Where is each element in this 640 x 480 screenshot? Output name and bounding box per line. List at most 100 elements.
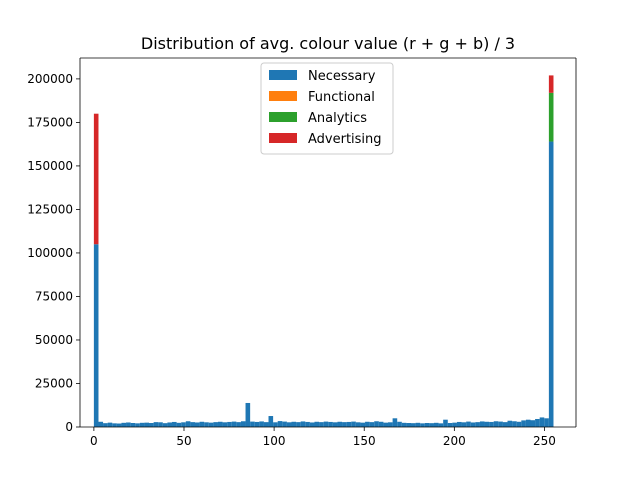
bar-necessary-bin-66 (397, 422, 402, 427)
bar-necessary-bin-96 (535, 419, 540, 427)
legend-label-functional: Functional (308, 90, 375, 105)
bar-necessary-bin-65 (393, 418, 398, 427)
bar-necessary-bin-43 (292, 422, 297, 427)
legend-swatch-functional (269, 91, 297, 101)
bar-necessary-bin-21 (190, 422, 195, 427)
bar-necessary-bin-1 (98, 422, 103, 427)
bar-necessary-bin-8 (131, 423, 136, 427)
bar-necessary-bin-50 (324, 422, 329, 427)
bar-necessary-bin-51 (328, 422, 333, 427)
bar-necessary-bin-48 (314, 422, 319, 427)
bar-necessary-bin-46 (305, 422, 310, 427)
bar-necessary-bin-45 (301, 421, 306, 427)
bar-necessary-bin-15 (163, 423, 168, 427)
bar-necessary-bin-75 (439, 423, 444, 427)
bar-necessary-bin-97 (540, 417, 545, 427)
bar-necessary-bin-7 (126, 422, 131, 427)
bar-necessary-bin-34 (250, 422, 255, 427)
bar-necessary-bin-99 (549, 142, 554, 427)
bar-necessary-bin-32 (241, 421, 246, 427)
bar-necessary-bin-67 (402, 423, 407, 427)
bar-necessary-bin-26 (213, 422, 218, 427)
legend-swatch-advertising (269, 133, 297, 143)
bar-necessary-bin-83 (475, 422, 480, 427)
y-tick-label: 125000 (27, 202, 73, 216)
bar-necessary-bin-81 (466, 422, 471, 427)
x-tick-label: 250 (533, 434, 556, 448)
x-tick-label: 100 (263, 434, 286, 448)
bar-necessary-bin-79 (457, 422, 462, 427)
y-tick-label: 0 (65, 420, 73, 434)
bar-necessary-bin-49 (319, 422, 324, 427)
bar-necessary-bin-24 (204, 422, 209, 427)
bar-necessary-bin-40 (278, 421, 283, 427)
bar-necessary-bin-78 (452, 423, 457, 427)
bar-necessary-bin-57 (356, 422, 361, 427)
bar-necessary-bin-18 (177, 423, 182, 427)
bar-necessary-bin-20 (186, 421, 191, 427)
bar-necessary-bin-25 (209, 423, 214, 427)
bar-necessary-bin-9 (135, 423, 140, 427)
x-tick-label: 150 (353, 434, 376, 448)
bar-necessary-bin-36 (259, 421, 264, 427)
bar-necessary-bin-13 (154, 422, 159, 427)
bar-necessary-bin-89 (503, 422, 508, 427)
legend-label-necessary: Necessary (308, 69, 376, 84)
bar-necessary-bin-42 (287, 422, 292, 427)
bar-necessary-bin-39 (273, 422, 278, 427)
bar-necessary-bin-55 (347, 422, 352, 427)
bar-necessary-bin-6 (121, 423, 126, 427)
legend-swatch-analytics (269, 112, 297, 122)
bar-necessary-bin-10 (140, 423, 145, 427)
y-tick-label: 75000 (35, 289, 73, 303)
bar-necessary-bin-70 (416, 423, 421, 427)
bar-necessary-bin-73 (429, 423, 434, 427)
bar-necessary-bin-88 (498, 422, 503, 427)
bar-necessary-bin-85 (485, 422, 490, 427)
bar-necessary-bin-90 (508, 421, 513, 427)
bar-necessary-bin-41 (282, 422, 287, 427)
y-tick-label: 50000 (35, 333, 73, 347)
chart-title: Distribution of avg. colour value (r + g… (141, 34, 515, 53)
bar-necessary-bin-37 (264, 422, 269, 427)
y-tick-label: 175000 (27, 115, 73, 129)
bar-necessary-bin-87 (494, 421, 499, 427)
bar-necessary-bin-76 (443, 420, 448, 427)
bar-necessary-bin-38 (269, 416, 274, 427)
bar-necessary-bin-29 (227, 422, 232, 427)
bar-necessary-bin-63 (383, 423, 388, 427)
bar-necessary-bin-4 (112, 423, 117, 427)
bar-necessary-bin-91 (512, 421, 517, 427)
y-tick-label: 200000 (27, 72, 73, 86)
bar-necessary-bin-71 (420, 423, 425, 427)
bar-necessary-bin-98 (544, 418, 549, 427)
bar-necessary-bin-54 (342, 422, 347, 427)
y-tick-label: 150000 (27, 159, 73, 173)
bar-necessary-bin-80 (462, 422, 467, 427)
bar-necessary-bin-92 (517, 422, 522, 427)
bar-advertising-bin-99 (549, 75, 554, 92)
bar-necessary-bin-61 (374, 421, 379, 427)
bar-necessary-bin-60 (370, 422, 375, 427)
legend-label-analytics: Analytics (308, 111, 367, 126)
bar-necessary-bin-86 (489, 422, 494, 427)
bar-necessary-bin-22 (195, 422, 200, 427)
bar-necessary-bin-3 (108, 423, 113, 427)
bar-necessary-bin-93 (521, 420, 526, 427)
bar-analytics-bin-99 (549, 93, 554, 142)
bar-necessary-bin-94 (526, 420, 531, 427)
bar-necessary-bin-31 (236, 422, 241, 427)
bar-necessary-bin-95 (530, 420, 535, 427)
bar-necessary-bin-33 (246, 403, 251, 427)
bar-necessary-bin-23 (200, 422, 205, 427)
bar-necessary-bin-53 (337, 422, 342, 427)
bar-necessary-bin-69 (411, 423, 416, 427)
bar-necessary-bin-82 (471, 422, 476, 427)
bar-necessary-bin-64 (388, 422, 393, 427)
legend-swatch-necessary (269, 70, 297, 80)
bar-necessary-bin-44 (296, 422, 301, 427)
bar-necessary-bin-2 (103, 423, 108, 427)
bar-necessary-bin-30 (232, 422, 237, 427)
bar-necessary-bin-77 (448, 423, 453, 427)
